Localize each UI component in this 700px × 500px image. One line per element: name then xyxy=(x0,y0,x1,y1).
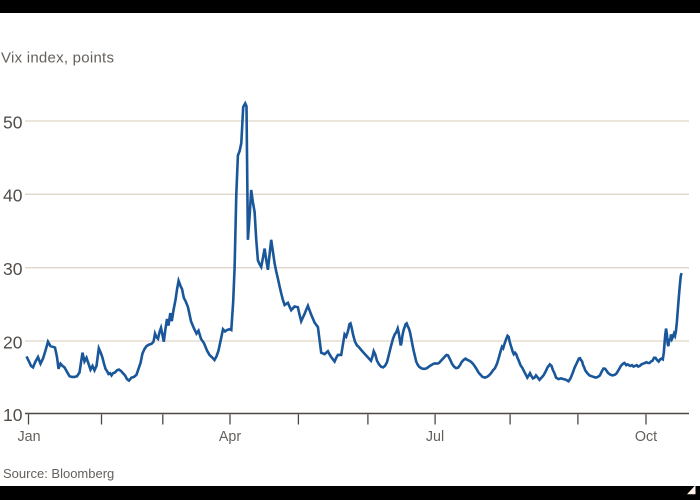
svg-text:Jan: Jan xyxy=(17,429,40,445)
svg-text:Vix index, points: Vix index, points xyxy=(1,50,114,67)
svg-text:10: 10 xyxy=(3,405,23,425)
svg-text:20: 20 xyxy=(3,332,23,352)
svg-text:30: 30 xyxy=(3,259,23,279)
svg-text:Source: Bloomberg: Source: Bloomberg xyxy=(3,466,114,481)
svg-text:Jul: Jul xyxy=(426,429,444,445)
svg-text:40: 40 xyxy=(3,186,23,206)
svg-text:Apr: Apr xyxy=(219,429,241,445)
svg-text:Oct: Oct xyxy=(635,429,657,445)
svg-text:50: 50 xyxy=(3,112,23,132)
